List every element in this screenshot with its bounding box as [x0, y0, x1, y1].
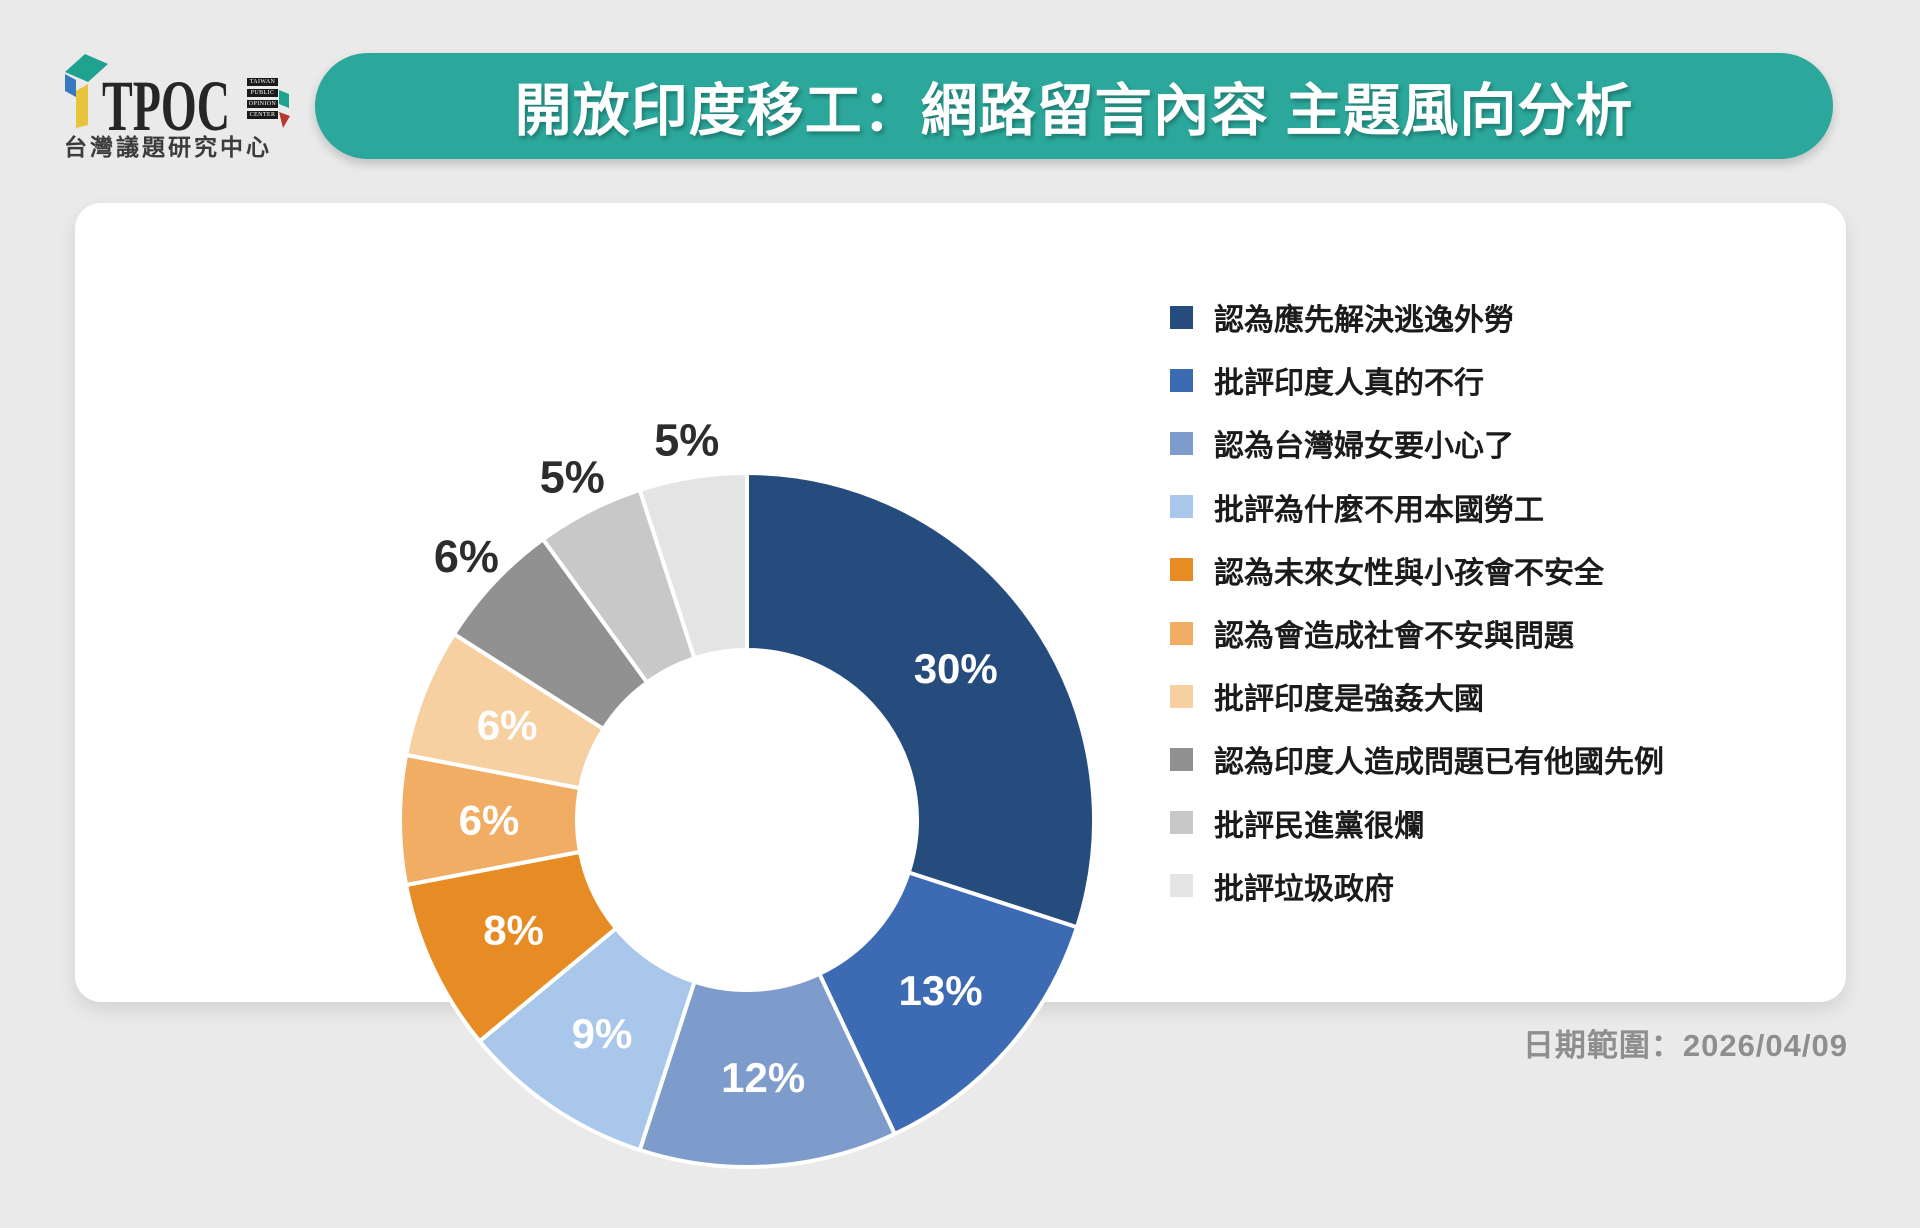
tpoc-stack-word: TAIWAN [247, 78, 278, 86]
slice-value-label: 5% [654, 418, 719, 465]
legend-swatch [1170, 874, 1193, 898]
donut-chart: 30% 13% 12% 9% 8% 6% 6% 6% 5% 5% [398, 418, 1096, 1169]
slice-value-label: 9% [572, 1010, 633, 1057]
slice-value-label: 6% [477, 702, 538, 749]
slice-value-label: 5% [540, 451, 605, 502]
legend-label: 批評垃圾政府 [1214, 872, 1394, 906]
legend-label: 認為應先解決逃逸外勞 [1214, 304, 1514, 337]
slice-value-label: 13% [898, 967, 982, 1014]
legend-swatch [1170, 368, 1193, 392]
title-banner: 開放印度移工：網路留言內容 主題風向分析 [315, 53, 1833, 159]
donut-slice [745, 470, 1096, 930]
legend-label: 批評為什麼不用本國勞工 [1214, 493, 1544, 527]
legend-swatch [1170, 684, 1193, 708]
legend-swatch [1170, 495, 1193, 519]
tpoc-stack-word: PUBLIC [247, 89, 278, 97]
legend-swatch [1170, 558, 1193, 582]
legend-item: 認為印度人造成問題已有他國先例 [1170, 737, 1664, 781]
legend-label: 認為未來女性與小孩會不安全 [1214, 556, 1604, 590]
date-range-label: 日期範圍：2026/04/09 [1522, 1028, 1848, 1063]
legend-item: 認為台灣婦女要小心了 [1170, 421, 1514, 465]
page-title: 開放印度移工：網路留言內容 主題風向分析 [514, 79, 1634, 143]
chart-card: 30% 13% 12% 9% 8% 6% 6% 6% 5% 5% [75, 203, 1846, 1169]
tpoc-stack-word: CENTER [247, 111, 278, 119]
slice-value-label: 12% [721, 1054, 805, 1101]
legend-item: 批評為什麼不用本國勞工 [1170, 485, 1544, 529]
legend-item: 認為未來女性與小孩會不安全 [1170, 548, 1604, 592]
tpoc-logo-mark-icon [65, 54, 108, 128]
slice-value-label: 6% [459, 797, 520, 844]
tpoc-stack-accent-icon [279, 90, 290, 128]
legend-swatch [1170, 747, 1193, 771]
legend-item: 批評印度是強姦大國 [1170, 674, 1484, 718]
tpoc-stack-word: OPINION [247, 100, 278, 108]
infographic-page: TPOC TAIWAN PUBLIC OPINION CENTER 台灣議題研究中心 … [60, 46, 1848, 1169]
legend-swatch [1170, 621, 1193, 645]
slice-value-label: 6% [434, 531, 499, 582]
legend-item: 認為應先解決逃逸外勞 [1170, 295, 1514, 339]
legend-swatch [1170, 305, 1193, 329]
legend-item: 認為會造成社會不安與問題 [1170, 611, 1574, 655]
legend-label: 批評印度人真的不行 [1214, 367, 1484, 401]
legend-item: 批評垃圾政府 [1170, 864, 1394, 908]
donut-slice [637, 470, 749, 661]
legend-label: 批評民進黨很爛 [1214, 809, 1424, 843]
legend-item: 批評印度人真的不行 [1170, 358, 1484, 402]
legend-item: 批評民進黨很爛 [1170, 801, 1424, 845]
tpoc-stack-words: TAIWAN PUBLIC OPINION CENTER [247, 78, 278, 122]
tpoc-logo: TPOC TAIWAN PUBLIC OPINION CENTER 台灣議題研究中心 [60, 46, 290, 161]
legend-swatch [1170, 811, 1193, 835]
legend-label: 認為台灣婦女要小心了 [1214, 430, 1514, 464]
slice-value-label: 30% [914, 645, 998, 692]
tpoc-subtitle: 台灣議題研究中心 [64, 134, 272, 160]
tpoc-acronym: TPOC [102, 66, 231, 146]
legend-label: 認為會造成社會不安與問題 [1214, 620, 1574, 653]
legend-label: 批評印度是強姦大國 [1214, 683, 1484, 717]
slice-value-label: 8% [483, 906, 544, 953]
legend-swatch [1170, 431, 1193, 455]
legend-label: 認為印度人造成問題已有他國先例 [1214, 746, 1664, 780]
